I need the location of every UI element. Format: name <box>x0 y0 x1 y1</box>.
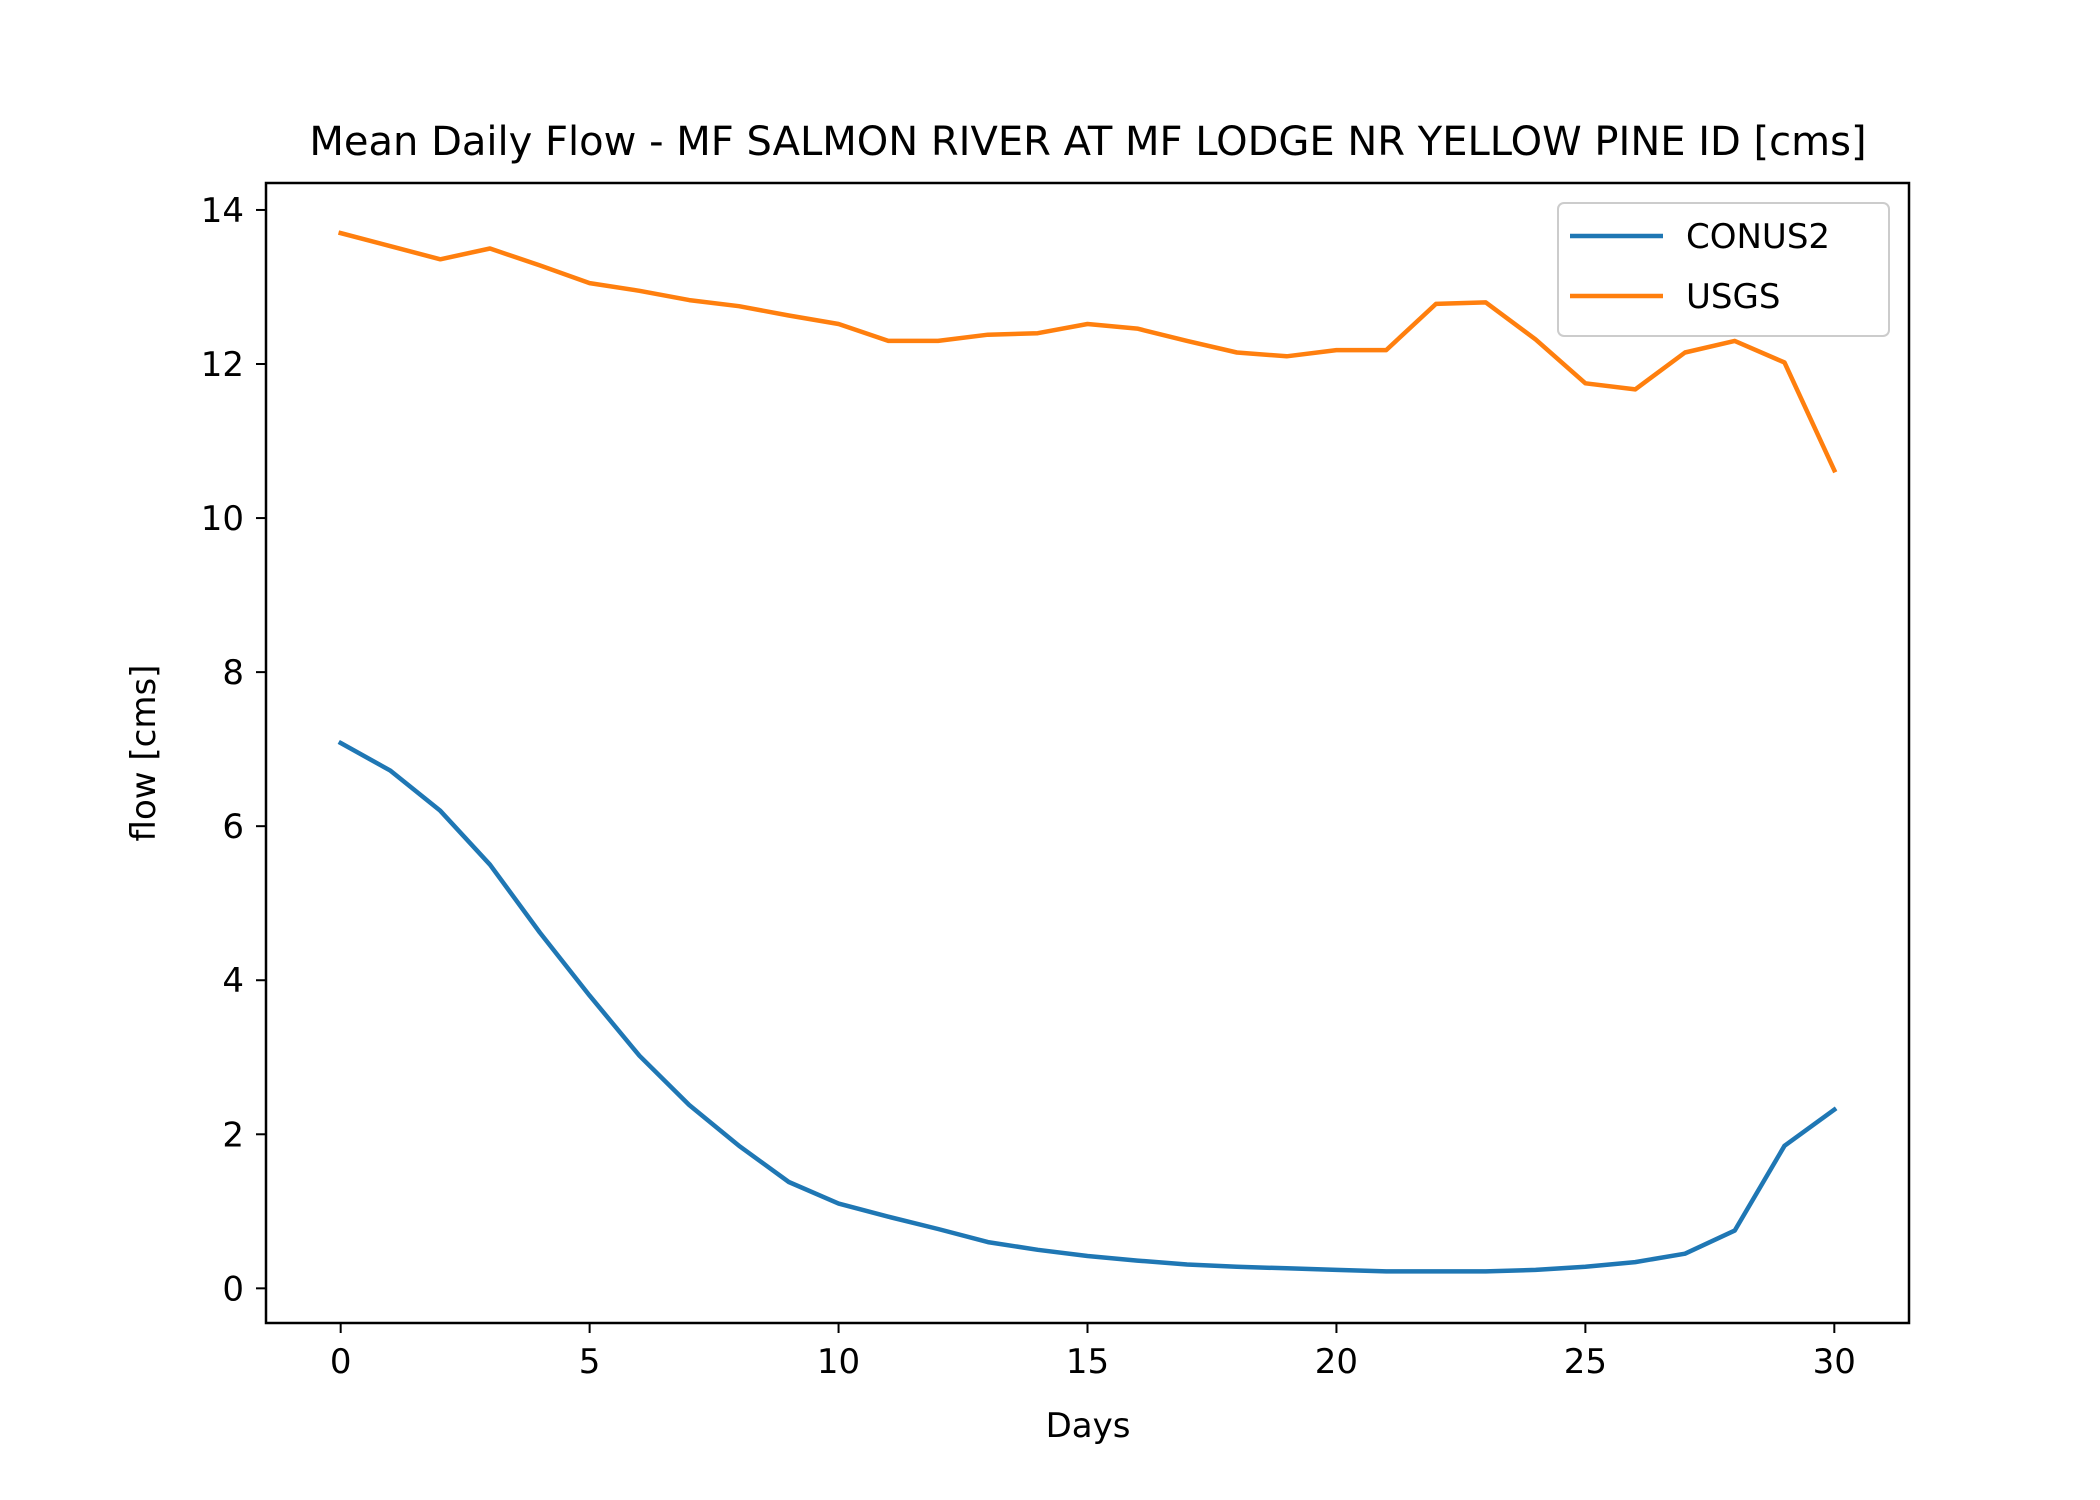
y-tick-label: 10 <box>201 499 244 539</box>
plot-area <box>337 230 1838 1274</box>
chart-title: Mean Daily Flow - MF SALMON RIVER AT MF … <box>309 119 1866 165</box>
y-tick-label: 0 <box>222 1269 244 1309</box>
x-axis: 0 5 10 15 20 25 30 <box>330 1323 1856 1382</box>
y-tick-label: 12 <box>201 345 244 385</box>
y-axis-label: flow [cms] <box>124 665 164 842</box>
series-line-conus2 <box>337 739 1838 1274</box>
y-tick-label: 2 <box>222 1115 244 1155</box>
x-axis-label: Days <box>1046 1406 1131 1446</box>
x-tick-label: 20 <box>1315 1342 1358 1382</box>
x-tick-label: 0 <box>330 1342 352 1382</box>
y-tick-label: 4 <box>222 961 244 1001</box>
legend: CONUS2 USGS <box>1557 202 1890 337</box>
series-line-usgs <box>337 230 1838 474</box>
y-tick-label: 8 <box>222 653 244 693</box>
legend-label-conus2: CONUS2 <box>1686 217 1830 257</box>
x-tick-label: 10 <box>817 1342 860 1382</box>
x-tick-label: 5 <box>579 1342 601 1382</box>
legend-label-usgs: USGS <box>1686 277 1780 317</box>
y-tick-label: 6 <box>222 807 244 847</box>
y-axis: 0 2 4 6 8 10 12 14 <box>201 191 266 1309</box>
x-tick-label: 30 <box>1813 1342 1856 1382</box>
y-tick-label: 14 <box>201 191 244 231</box>
x-tick-label: 25 <box>1564 1342 1607 1382</box>
x-tick-label: 15 <box>1066 1342 1109 1382</box>
